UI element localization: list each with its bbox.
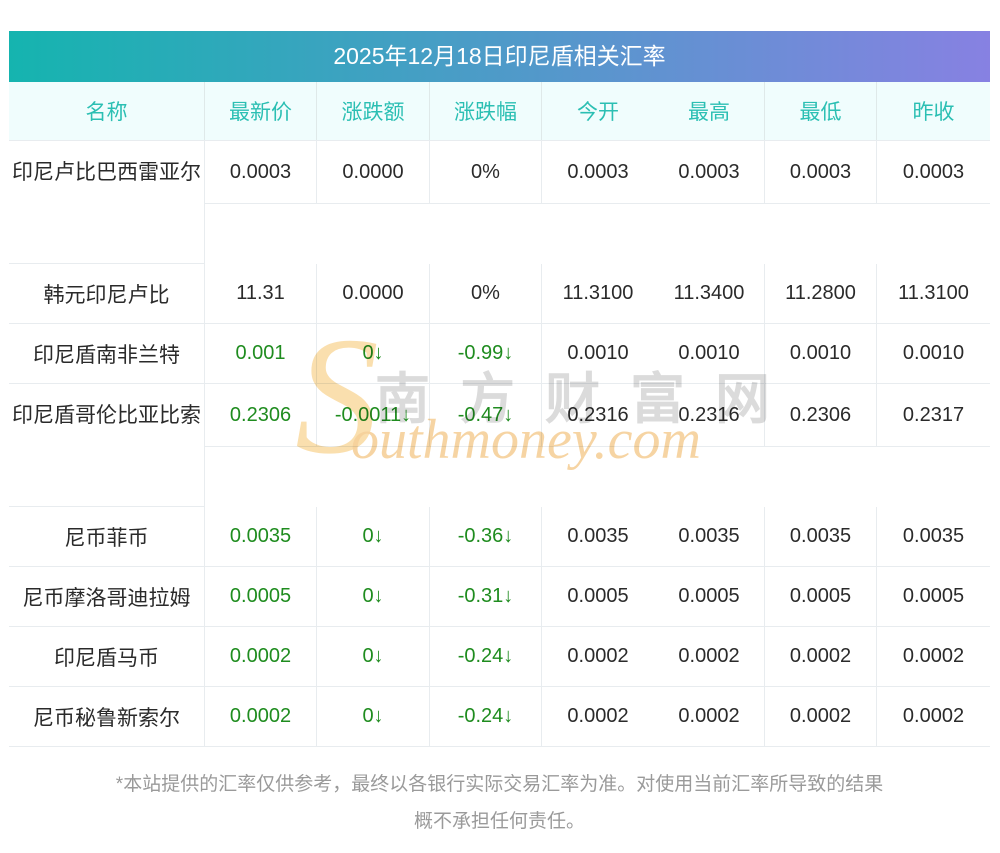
prev-close-price: 11.3100 [898,282,969,304]
prev-close-price: 0.0005 [902,585,965,607]
high-price: 11.3400 [654,264,765,323]
disclaimer-line-1: *本站提供的汇率仅供参考，最终以各银行实际交易汇率为准。对使用当前汇率所导致的结… [115,774,884,795]
currency-name: 印尼盾南非兰特 [9,324,205,383]
col-header-change: 涨跌额 [317,82,430,140]
table-row: 印尼盾南非兰特 0.001 0↓ -0.99↓ 0.0010 0.0010 0.… [9,324,990,384]
table-row: 尼币摩洛哥迪拉姆 0.0005 0↓ -0.31↓ 0.0005 0.0005 … [9,567,990,627]
row-data-spacer [205,447,990,507]
table-row: 韩元印尼卢比 11.31 0.0000 0% 11.3100 11.3400 1… [9,264,990,324]
currency-name: 韩元印尼卢比 [9,264,205,323]
change-amount: 0↓ [317,567,430,626]
change-percent: -0.99↓ [430,324,542,383]
table-row: 印尼盾马币 0.0002 0↓ -0.24↓ 0.0002 0.0002 0.0… [9,627,990,687]
prev-close-price: 0.0035 [902,525,965,547]
col-header-latest: 最新价 [205,82,317,140]
row-data: 0.2306 -0.0011↓ -0.47↓ 0.2316 0.2316 0.2… [205,384,990,507]
col-header-low: 最低 [765,82,877,140]
change-amount: 0↓ [317,627,430,686]
table-row: 尼币菲币 0.0035 0↓ -0.36↓ 0.0035 0.0035 0.00… [9,507,990,567]
col-header-prev-close: 昨收 [912,101,955,124]
high-price: 0.2316 [654,384,765,446]
table-title-text: 2025年12月18日印尼盾相关汇率 [333,43,666,69]
open-price: 0.0003 [567,160,629,183]
change-percent: -0.47↓ [430,384,542,446]
rates-table: 2025年12月18日印尼盾相关汇率 名称 最新价 涨跌额 涨跌幅 今开 最高 … [9,31,990,840]
row-data: 0.0003 0.0000 0% 0.0003 0.0003 0.0003 0.… [205,141,990,264]
row-data-values: 0.2306 -0.0011↓ -0.47↓ 0.2316 0.2316 0.2… [205,384,990,447]
change-percent: 0% [430,264,542,323]
low-price: 0.0002 [765,627,877,686]
prev-close-price: 0.0010 [902,342,965,364]
change-percent: -0.36↓ [430,507,542,566]
latest-price: 0.0002 [205,627,317,686]
open-price: 0.0002 [567,645,629,667]
change-amount: 0↓ [317,507,430,566]
low-price: 0.0010 [765,324,877,383]
low-price: 11.2800 [765,264,877,323]
disclaimer-line-2: 概不承担任何责任。 [413,811,585,832]
change-amount: -0.0011↓ [317,384,430,446]
col-header-open: 今开 [577,101,619,124]
low-price: 0.0005 [765,567,877,626]
high-price: 0.0002 [654,627,765,686]
high-price: 0.0010 [654,324,765,383]
open-price: 11.3100 [562,282,634,304]
prev-close-price: 0.0002 [902,705,965,727]
latest-price: 0.0003 [205,141,317,203]
change-amount: 0↓ [317,687,430,746]
prev-close-price: 0.0003 [902,160,965,183]
currency-name: 尼币菲币 [9,507,205,566]
low-price: 0.0003 [765,141,877,203]
disclaimer: *本站提供的汇率仅供参考，最终以各银行实际交易汇率为准。对使用当前汇率所导致的结… [9,766,990,840]
latest-price: 0.2306 [205,384,317,446]
open-price: 0.0002 [567,705,629,727]
table-row: 尼币秘鲁新索尔 0.0002 0↓ -0.24↓ 0.0002 0.0002 0… [9,687,990,747]
prev-close-price: 0.2317 [902,403,965,426]
latest-price: 0.001 [205,324,317,383]
low-price: 0.0035 [765,507,877,566]
open-price: 0.0005 [567,585,629,607]
table-header: 名称 最新价 涨跌额 涨跌幅 今开 最高 最低 昨收 [9,82,990,141]
row-data-values: 0.0003 0.0000 0% 0.0003 0.0003 0.0003 0.… [205,141,990,204]
high-price: 0.0005 [654,567,765,626]
low-price: 0.0002 [765,687,877,746]
latest-price: 0.0005 [205,567,317,626]
low-price: 0.2306 [765,384,877,446]
high-price: 0.0002 [654,687,765,746]
currency-name: 尼币摩洛哥迪拉姆 [9,567,205,626]
row-data-spacer [205,204,990,264]
change-percent: -0.24↓ [430,687,542,746]
prev-close-price: 0.0002 [902,645,965,667]
col-header-name: 名称 [9,82,205,140]
col-header-change-pct: 涨跌幅 [430,82,542,140]
latest-price: 0.0002 [205,687,317,746]
latest-price: 11.31 [205,264,317,323]
currency-name: 印尼卢比巴西雷亚尔 [9,141,205,264]
currency-name: 印尼盾哥伦比亚比索 [9,384,205,507]
high-price: 0.0003 [654,141,765,203]
high-price: 0.0035 [654,507,765,566]
currency-name: 尼币秘鲁新索尔 [9,687,205,746]
change-percent: -0.31↓ [430,567,542,626]
table-row: 印尼卢比巴西雷亚尔 0.0003 0.0000 0% 0.0003 0.0003… [9,141,990,264]
change-amount: 0↓ [317,324,430,383]
currency-name: 印尼盾马币 [9,627,205,686]
table-title: 2025年12月18日印尼盾相关汇率 [9,31,990,82]
change-amount: 0.0000 [317,141,430,203]
change-percent: -0.24↓ [430,627,542,686]
table-row: 印尼盾哥伦比亚比索 0.2306 -0.0011↓ -0.47↓ 0.2316 … [9,384,990,507]
open-price: 0.0010 [567,342,629,364]
latest-price: 0.0035 [205,507,317,566]
open-price: 0.0035 [567,525,629,547]
open-price: 0.2316 [567,403,629,426]
change-percent: 0% [430,141,542,203]
col-header-high: 最高 [654,82,765,140]
change-amount: 0.0000 [317,264,430,323]
